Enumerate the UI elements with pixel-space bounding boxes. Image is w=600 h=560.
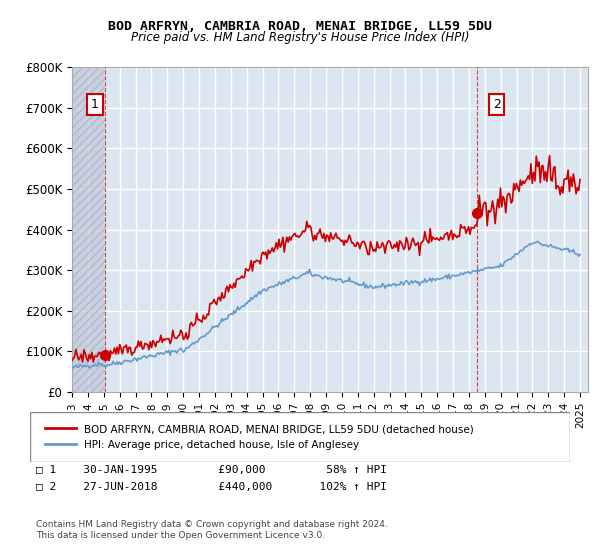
Text: Price paid vs. HM Land Registry's House Price Index (HPI): Price paid vs. HM Land Registry's House … — [131, 31, 469, 44]
Bar — [72, 67, 105, 392]
Legend: BOD ARFRYN, CAMBRIA ROAD, MENAI BRIDGE, LL59 5DU (detached house), HPI: Average : BOD ARFRYN, CAMBRIA ROAD, MENAI BRIDGE, … — [41, 420, 478, 454]
Text: BOD ARFRYN, CAMBRIA ROAD, MENAI BRIDGE, LL59 5DU: BOD ARFRYN, CAMBRIA ROAD, MENAI BRIDGE, … — [108, 20, 492, 32]
Text: □ 2    27-JUN-2018         £440,000       102% ↑ HPI: □ 2 27-JUN-2018 £440,000 102% ↑ HPI — [36, 482, 387, 492]
Text: Contains HM Land Registry data © Crown copyright and database right 2024.
This d: Contains HM Land Registry data © Crown c… — [36, 520, 388, 540]
Text: 2: 2 — [493, 98, 500, 111]
Text: □ 1    30-JAN-1995         £90,000         58% ↑ HPI: □ 1 30-JAN-1995 £90,000 58% ↑ HPI — [36, 465, 387, 475]
Bar — [72, 67, 105, 392]
Text: 1: 1 — [91, 98, 99, 111]
FancyBboxPatch shape — [30, 412, 570, 462]
